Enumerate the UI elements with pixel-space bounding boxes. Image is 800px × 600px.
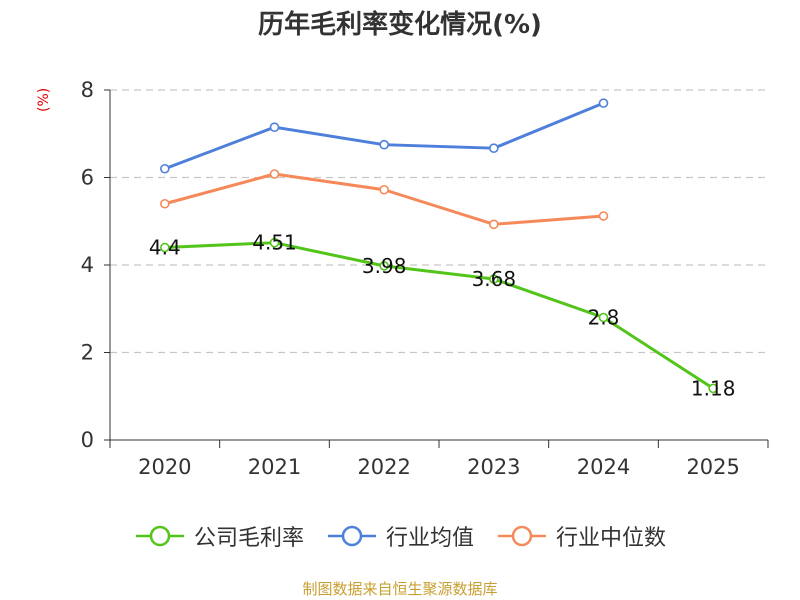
- legend: 公司毛利率 行业均值 行业中位数: [0, 520, 800, 552]
- series-line: [164, 172, 604, 226]
- chart-title: 历年毛利率变化情况(%): [258, 10, 542, 40]
- data-point: [708, 383, 718, 394]
- legend-label: 行业中位数: [556, 526, 667, 551]
- legend-item[interactable]: 行业均值: [326, 520, 474, 552]
- legend-item[interactable]: 公司毛利率: [134, 520, 304, 552]
- y-tick-label: 2: [81, 341, 94, 365]
- data-label: 3.68: [472, 267, 517, 291]
- data-source: 制图数据来自恒生聚源数据库: [302, 580, 498, 598]
- data-point: [489, 219, 499, 230]
- data-label: 2.8: [588, 306, 620, 330]
- x-tick-label: 2022: [357, 455, 410, 479]
- data-point: [598, 211, 609, 221]
- data-point: [489, 274, 499, 284]
- legend-label: 行业均值: [385, 526, 474, 551]
- data-point: [379, 139, 389, 150]
- data-point: [269, 237, 280, 248]
- legend-label: 公司毛利率: [193, 526, 304, 551]
- data-point: [598, 312, 609, 323]
- data-label: 4.51: [252, 231, 297, 255]
- x-tick-label: 2021: [248, 455, 301, 479]
- data-point: [160, 163, 170, 174]
- series-line: [164, 101, 605, 171]
- data-label: 3.98: [362, 254, 407, 278]
- data-label: 4.4: [149, 236, 181, 260]
- x-tick-label: 2025: [686, 455, 739, 479]
- data-point: [269, 169, 280, 179]
- y-tick-label: 6: [81, 166, 94, 190]
- data-point: [598, 98, 609, 108]
- data-point: [489, 143, 499, 153]
- line-chart: 0 2 4 6 8 2020 2021 2022 2023 2024 2025 4.4 4.51 3.98…: [81, 78, 769, 479]
- legend-marker-icon: [327, 525, 376, 547]
- data-label: 1.18: [691, 376, 736, 400]
- data-point: [379, 261, 389, 271]
- data-point: [269, 122, 280, 132]
- x-tick-label: 2020: [138, 455, 191, 479]
- legend-marker-icon: [498, 525, 546, 547]
- legend-marker-icon: [135, 525, 184, 547]
- x-tick-label: 2024: [577, 455, 630, 479]
- series-line: [164, 241, 714, 390]
- y-tick-label: 0: [81, 428, 94, 452]
- x-tick-label: 2023: [467, 455, 520, 479]
- data-point: [379, 184, 389, 195]
- data-point: [160, 198, 170, 209]
- y-tick-label: 8: [81, 78, 94, 102]
- data-point: [160, 242, 170, 253]
- y-tick-label: 4: [81, 253, 94, 277]
- legend-item[interactable]: 行业中位数: [496, 520, 666, 552]
